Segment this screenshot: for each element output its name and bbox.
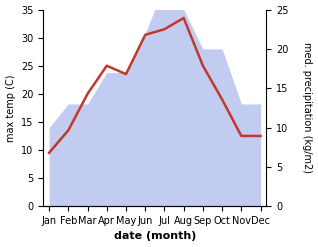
Y-axis label: max temp (C): max temp (C) <box>5 74 16 142</box>
Y-axis label: med. precipitation (kg/m2): med. precipitation (kg/m2) <box>302 42 313 173</box>
X-axis label: date (month): date (month) <box>114 231 196 242</box>
